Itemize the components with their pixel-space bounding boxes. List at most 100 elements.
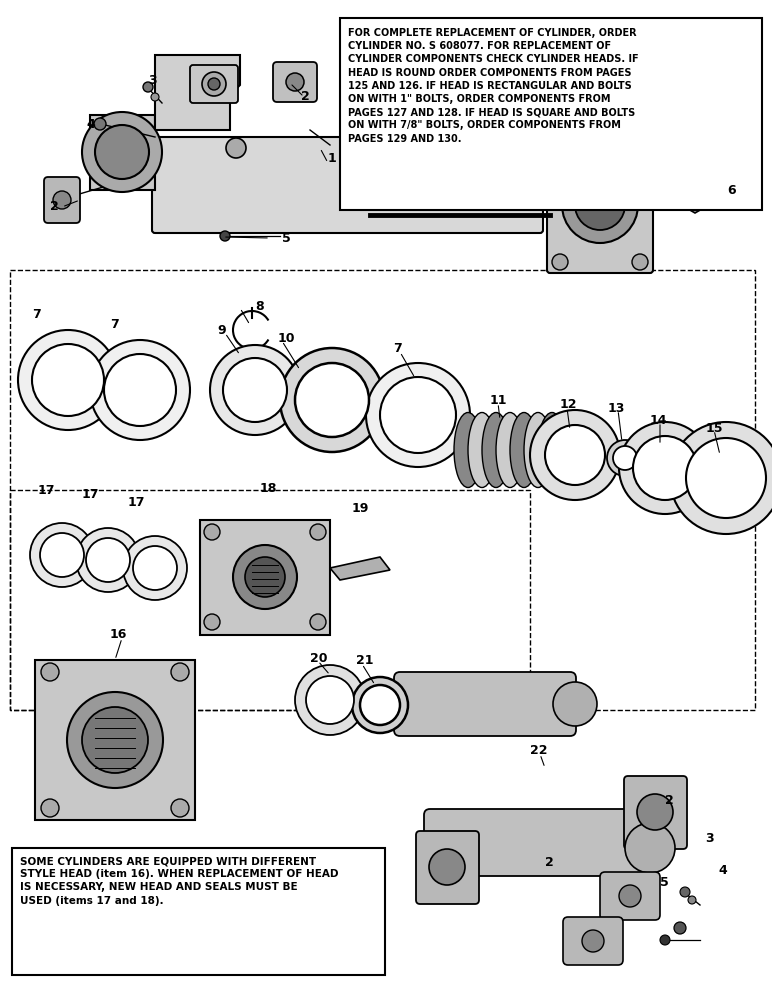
Circle shape [226, 138, 246, 158]
Circle shape [82, 112, 162, 192]
Circle shape [95, 125, 149, 179]
Ellipse shape [482, 412, 510, 488]
Circle shape [94, 118, 106, 130]
Circle shape [552, 254, 568, 270]
Circle shape [575, 180, 625, 230]
Circle shape [76, 528, 140, 592]
Text: 7: 7 [110, 318, 119, 332]
Circle shape [619, 422, 711, 514]
Circle shape [582, 930, 604, 952]
Circle shape [306, 676, 354, 724]
Text: SOME CYLINDERS ARE EQUIPPED WITH DIFFERENT
STYLE HEAD (item 16). WHEN REPLACEMEN: SOME CYLINDERS ARE EQUIPPED WITH DIFFERE… [20, 856, 338, 906]
Circle shape [295, 665, 365, 735]
Circle shape [245, 557, 285, 597]
Text: 17: 17 [38, 484, 56, 496]
Circle shape [133, 546, 177, 590]
Text: 13: 13 [608, 401, 625, 414]
Circle shape [637, 794, 673, 830]
Text: 18: 18 [260, 482, 277, 494]
Circle shape [310, 614, 326, 630]
Text: 2: 2 [50, 200, 59, 214]
Circle shape [686, 438, 766, 518]
Circle shape [104, 354, 176, 426]
Circle shape [619, 885, 641, 907]
Circle shape [233, 545, 297, 609]
Text: 7: 7 [32, 308, 41, 322]
Circle shape [686, 186, 704, 204]
Ellipse shape [538, 412, 566, 488]
Text: 19: 19 [352, 502, 369, 514]
Text: 2: 2 [301, 91, 310, 104]
Text: 22: 22 [530, 744, 547, 756]
Circle shape [613, 446, 637, 470]
Circle shape [286, 73, 304, 91]
Circle shape [688, 896, 696, 904]
FancyBboxPatch shape [547, 137, 653, 273]
Circle shape [171, 663, 189, 681]
FancyBboxPatch shape [152, 137, 543, 233]
Text: 7: 7 [393, 342, 401, 355]
Text: 15: 15 [706, 422, 723, 434]
Text: 3: 3 [148, 74, 157, 87]
FancyBboxPatch shape [624, 776, 687, 849]
FancyBboxPatch shape [44, 177, 80, 223]
FancyBboxPatch shape [600, 872, 660, 920]
Text: 5: 5 [282, 232, 291, 244]
Circle shape [90, 340, 190, 440]
Circle shape [30, 523, 94, 587]
Circle shape [86, 538, 130, 582]
Text: 17: 17 [82, 488, 100, 502]
Circle shape [660, 935, 670, 945]
Circle shape [360, 685, 400, 725]
Polygon shape [90, 115, 155, 190]
Text: 14: 14 [650, 414, 668, 426]
Text: 2: 2 [665, 794, 674, 806]
Ellipse shape [468, 412, 496, 488]
Polygon shape [200, 520, 330, 635]
FancyBboxPatch shape [273, 62, 317, 102]
Text: 4: 4 [86, 118, 95, 131]
Circle shape [204, 614, 220, 630]
FancyBboxPatch shape [394, 672, 576, 736]
Text: 20: 20 [310, 652, 327, 664]
Ellipse shape [454, 412, 482, 488]
Circle shape [625, 823, 675, 873]
Text: 1: 1 [328, 151, 337, 164]
Circle shape [553, 682, 597, 726]
Circle shape [204, 524, 220, 540]
Polygon shape [155, 55, 240, 130]
Text: 2: 2 [545, 856, 554, 868]
Circle shape [670, 422, 772, 534]
Circle shape [380, 377, 456, 453]
Circle shape [41, 799, 59, 817]
Circle shape [545, 425, 605, 485]
Text: 12: 12 [560, 398, 577, 412]
Circle shape [680, 887, 690, 897]
Bar [340, 18, 762, 210]
Circle shape [562, 167, 638, 243]
Text: 6: 6 [727, 184, 736, 196]
Circle shape [429, 849, 465, 885]
Circle shape [632, 140, 648, 156]
Text: 8: 8 [255, 300, 263, 314]
Text: 3: 3 [705, 832, 713, 844]
Circle shape [18, 330, 118, 430]
Text: 9: 9 [217, 324, 225, 336]
Circle shape [552, 140, 568, 156]
Circle shape [295, 363, 369, 437]
Text: 21: 21 [356, 654, 374, 666]
Text: FOR COMPLETE REPLACEMENT OF CYLINDER, ORDER
CYLINDER NO. S 608077. FOR REPLACEME: FOR COMPLETE REPLACEMENT OF CYLINDER, OR… [348, 28, 638, 144]
Circle shape [352, 677, 408, 733]
Text: 5: 5 [660, 876, 669, 888]
Circle shape [40, 533, 84, 577]
Ellipse shape [524, 412, 552, 488]
Text: 10: 10 [278, 332, 296, 344]
Circle shape [366, 363, 470, 467]
FancyBboxPatch shape [424, 809, 656, 876]
Circle shape [310, 524, 326, 540]
Ellipse shape [510, 412, 538, 488]
Circle shape [220, 231, 230, 241]
Circle shape [280, 348, 384, 452]
Polygon shape [330, 557, 390, 580]
Circle shape [202, 72, 226, 96]
